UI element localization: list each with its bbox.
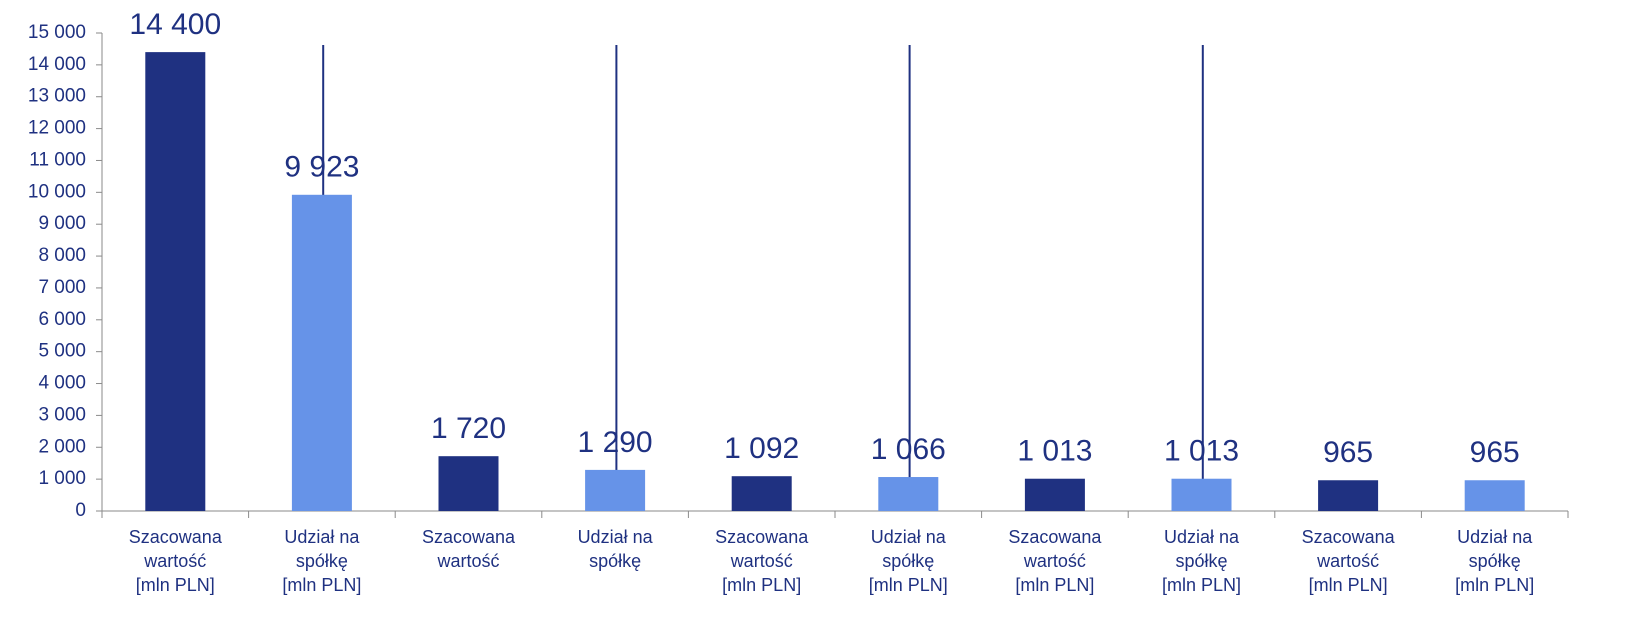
y-tick-label: 1 000 <box>38 468 86 489</box>
value-label: 9 923 <box>284 151 359 184</box>
x-tick-label: wartość <box>436 551 499 571</box>
y-tick-label: 9 000 <box>38 213 86 234</box>
x-tick-label: wartość <box>1023 551 1086 571</box>
y-tick-label: 0 <box>75 500 86 521</box>
value-label: 1 013 <box>1164 435 1239 468</box>
x-tick-label: [mln PLN] <box>136 575 215 595</box>
x-tick-label: Udział na <box>871 527 947 547</box>
value-label: 1 013 <box>1017 435 1092 468</box>
y-tick-label: 6 000 <box>38 309 86 330</box>
bar <box>1024 478 1085 511</box>
x-tick-label: spółkę <box>589 551 641 571</box>
x-tick-label: Szacowana <box>1302 527 1396 547</box>
x-tick-label: [mln PLN] <box>1309 575 1388 595</box>
value-label: 14 400 <box>129 8 221 41</box>
value-label: 1 066 <box>871 433 946 466</box>
y-tick-label: 15 000 <box>28 22 86 43</box>
bar <box>1464 480 1525 511</box>
y-tick-label: 13 000 <box>28 86 86 107</box>
x-tick-label: [mln PLN] <box>1455 575 1534 595</box>
y-tick-label: 2 000 <box>38 436 86 457</box>
y-tick-label: 8 000 <box>38 245 86 266</box>
value-label: 1 290 <box>578 426 653 459</box>
x-tick-label: [mln PLN] <box>1015 575 1094 595</box>
x-tick-label: wartość <box>1316 551 1379 571</box>
x-tick-label: Udział na <box>1457 527 1533 547</box>
y-tick-label: 11 000 <box>29 149 86 170</box>
x-tick-label: wartość <box>143 551 206 571</box>
bar <box>1318 480 1379 511</box>
x-tick-label: Szacowana <box>715 527 809 547</box>
x-tick-label: Szacowana <box>422 527 516 547</box>
bar <box>145 52 206 512</box>
value-label: 965 <box>1323 436 1373 469</box>
x-tick-label: [mln PLN] <box>282 575 361 595</box>
x-tick-label: spółkę <box>1175 551 1227 571</box>
x-tick-label: [mln PLN] <box>1162 575 1241 595</box>
x-tick-label: Szacowana <box>1008 527 1102 547</box>
x-tick-label: [mln PLN] <box>722 575 801 595</box>
x-tick-label: Udział na <box>284 527 360 547</box>
value-label: 1 092 <box>724 432 799 465</box>
bar <box>1171 478 1232 511</box>
x-tick-label: Udział na <box>1164 527 1240 547</box>
x-tick-label: Szacowana <box>129 527 223 547</box>
y-tick-label: 14 000 <box>28 54 86 75</box>
x-tick-label: Udział na <box>578 527 654 547</box>
x-tick-label: wartość <box>730 551 793 571</box>
x-tick-label: [mln PLN] <box>869 575 948 595</box>
bar <box>438 456 499 511</box>
y-tick-label: 5 000 <box>38 341 86 362</box>
x-tick-label: spółkę <box>296 551 348 571</box>
y-tick-label: 10 000 <box>28 181 86 202</box>
bar <box>291 194 352 512</box>
y-tick-label: 12 000 <box>28 118 86 139</box>
bar <box>585 469 646 511</box>
y-tick-label: 4 000 <box>38 373 86 394</box>
value-label: 1 720 <box>431 412 506 445</box>
x-tick-label: spółkę <box>1469 551 1521 571</box>
value-label: 965 <box>1470 436 1520 469</box>
y-tick-label: 7 000 <box>38 277 86 298</box>
x-tick-label: spółkę <box>882 551 934 571</box>
y-tick-label: 3 000 <box>38 404 86 425</box>
bar <box>731 476 792 511</box>
bar <box>878 477 939 511</box>
